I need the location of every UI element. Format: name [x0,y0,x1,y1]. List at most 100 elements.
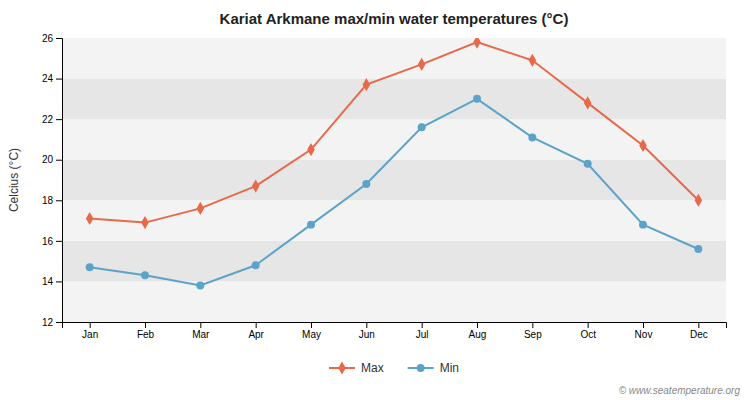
grid-band [62,38,726,79]
grid-band [62,119,726,160]
y-axis: 12 14 16 18 20 22 24 26 [42,33,63,328]
tick: 24 [42,73,62,84]
tick-mark [145,322,146,328]
tick-label: 26 [42,33,54,44]
tick-mark [56,322,62,323]
tick-mark [422,322,423,328]
axis-line [56,39,63,323]
tick-mark [366,322,367,328]
marker [584,96,592,109]
tick-mark [56,160,62,161]
tick-mark [56,200,62,201]
tick-label: 16 [42,236,54,247]
legend-marker [417,364,425,372]
tick-label: May [302,329,321,340]
tick-label: 24 [42,73,54,84]
grid-band [62,79,726,120]
tick: 20 [42,154,62,165]
tick-label: 14 [42,276,54,287]
tick: Sep [524,322,542,340]
tick-label: 18 [42,195,54,206]
tick-mark [588,322,589,328]
annotation: © www.seatemperature.org [619,385,741,396]
marker [307,221,315,229]
marker [307,143,315,156]
tick: 14 [42,276,62,287]
marker [252,180,260,193]
tick: 22 [42,114,62,125]
axis-line [63,323,727,329]
marker [418,123,426,131]
marker [196,281,204,289]
axis-title: Celcius (°C) [7,148,21,212]
tick: Feb [137,322,155,340]
tick-label: Nov [635,329,653,340]
tick-label: Jan [82,329,98,340]
tick-label: Dec [690,329,708,340]
tick: Oct [580,322,596,340]
tick: Jan [82,322,98,340]
marker [363,78,371,91]
tick-mark [200,322,201,328]
tick-mark [477,322,478,328]
marker [584,160,592,168]
tick-mark [56,38,62,39]
marker [86,212,94,225]
marker [694,245,702,253]
tick-label: Jul [416,329,429,340]
tick-mark [532,322,533,328]
marker [639,139,647,152]
tick-label: Sep [524,329,542,340]
tick-mark [56,119,62,120]
tick-mark [56,241,62,242]
marker [252,261,260,269]
marker [473,95,481,103]
tick: 16 [42,236,62,247]
tick: 12 [42,317,62,328]
tick: May [302,322,321,340]
tick-mark [698,322,699,328]
tick-mark [56,79,62,80]
tick-mark [90,322,91,328]
tick: 18 [42,195,62,206]
grid-band [62,241,726,282]
tick-label: Apr [248,329,264,340]
tick: Apr [248,322,264,340]
grid-band [62,281,726,322]
tick-mark [56,281,62,282]
tick-label: Jun [359,329,375,340]
legend-marker [338,361,346,374]
series-line [90,99,699,286]
marker [529,54,537,67]
legend-label: Max [361,361,384,375]
marker [86,263,94,271]
chart: Jan Feb Mar Apr May Jun Jul Aug Sep Oct Nov Dec 12 14… [0,0,750,400]
tick: Jun [359,322,375,340]
tick-mark [256,322,257,328]
marker [362,180,370,188]
marker [418,58,426,71]
tick-label: 22 [42,114,54,125]
marker [473,38,481,49]
tick: 26 [42,33,62,44]
series-line [90,42,699,223]
tick: Aug [469,322,487,340]
marker [528,133,536,141]
tick-label: 12 [42,317,54,328]
tick-mark [311,322,312,328]
legend-item: Max [329,361,384,375]
tick: Dec [690,322,708,340]
tick-label: Mar [192,329,210,340]
marker [695,194,703,207]
grid-band [62,160,726,201]
tick-label: Aug [469,329,487,340]
tick-mark [643,322,644,328]
marker [141,271,149,279]
tick: Nov [635,322,653,340]
legend-item: Min [408,361,459,375]
legend: Max Min [329,361,459,375]
tick-label: Feb [137,329,155,340]
marker [639,221,647,229]
tick: Mar [192,322,210,340]
tick-label: Oct [580,329,596,340]
